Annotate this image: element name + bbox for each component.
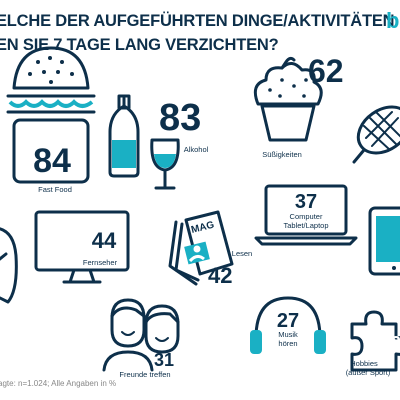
value-hobbies: 2: [391, 333, 400, 353]
label-computer-2: Tablet/Laptop: [283, 221, 328, 230]
value-fernseher: 44: [92, 228, 117, 253]
label-musik-1: Musik: [278, 330, 298, 339]
cupcake-icon: [253, 56, 323, 142]
magazine-icon: [168, 210, 234, 286]
label-fernseher: Fernseher: [83, 258, 118, 267]
label-freunde: Freunde treffen: [119, 370, 170, 379]
label-hobbies-2: (außer Sport): [346, 368, 391, 377]
value-computer: 37: [295, 191, 317, 213]
title-line-2: EN SIE 7 TAGE LANG VERZICHTEN?: [0, 36, 279, 54]
tennis-racket-icon: [352, 105, 400, 164]
label-musik-2: hören: [278, 339, 297, 348]
brand-logo: b: [386, 8, 400, 33]
value-suessigkeiten: 62: [308, 53, 344, 89]
puzzle-icon: [350, 310, 400, 372]
tablet-icon: [368, 206, 400, 276]
title-line-1: ELCHE DER AUFGEFÜHRTEN DINGE/AKTIVITÄTEN: [0, 12, 395, 30]
label-alkohol: Alkohol: [184, 145, 209, 154]
label-suessigkeiten: Süßigkeiten: [262, 150, 302, 159]
friends-icon: [102, 298, 180, 372]
label-lesen: Lesen: [232, 249, 252, 258]
bottle-icon: [108, 94, 140, 178]
value-musik: 27: [277, 310, 299, 332]
label-hobbies-1: Hobbies: [350, 359, 378, 368]
magazine-label: MAG: [190, 220, 216, 236]
wine-glass-icon: [150, 138, 180, 190]
label-computer-1: Computer: [290, 212, 323, 221]
person-icon: [0, 227, 18, 304]
footnote: agte: n=1.024; Alle Angaben in %: [0, 379, 117, 388]
value-lesen: 42: [208, 263, 232, 288]
value-freunde: 31: [154, 350, 174, 370]
burger-icon: [6, 46, 96, 184]
headphones-icon: [250, 296, 326, 354]
value-fast-food: 84: [33, 142, 71, 180]
chart-title: ELCHE DER AUFGEFÜHRTEN DINGE/AKTIVITÄTEN…: [0, 9, 395, 57]
tv-monitor-icon: [34, 210, 130, 284]
label-fast-food: Fast Food: [38, 185, 72, 194]
value-alkohol: 83: [159, 97, 201, 139]
laptop-icon: [254, 184, 358, 246]
